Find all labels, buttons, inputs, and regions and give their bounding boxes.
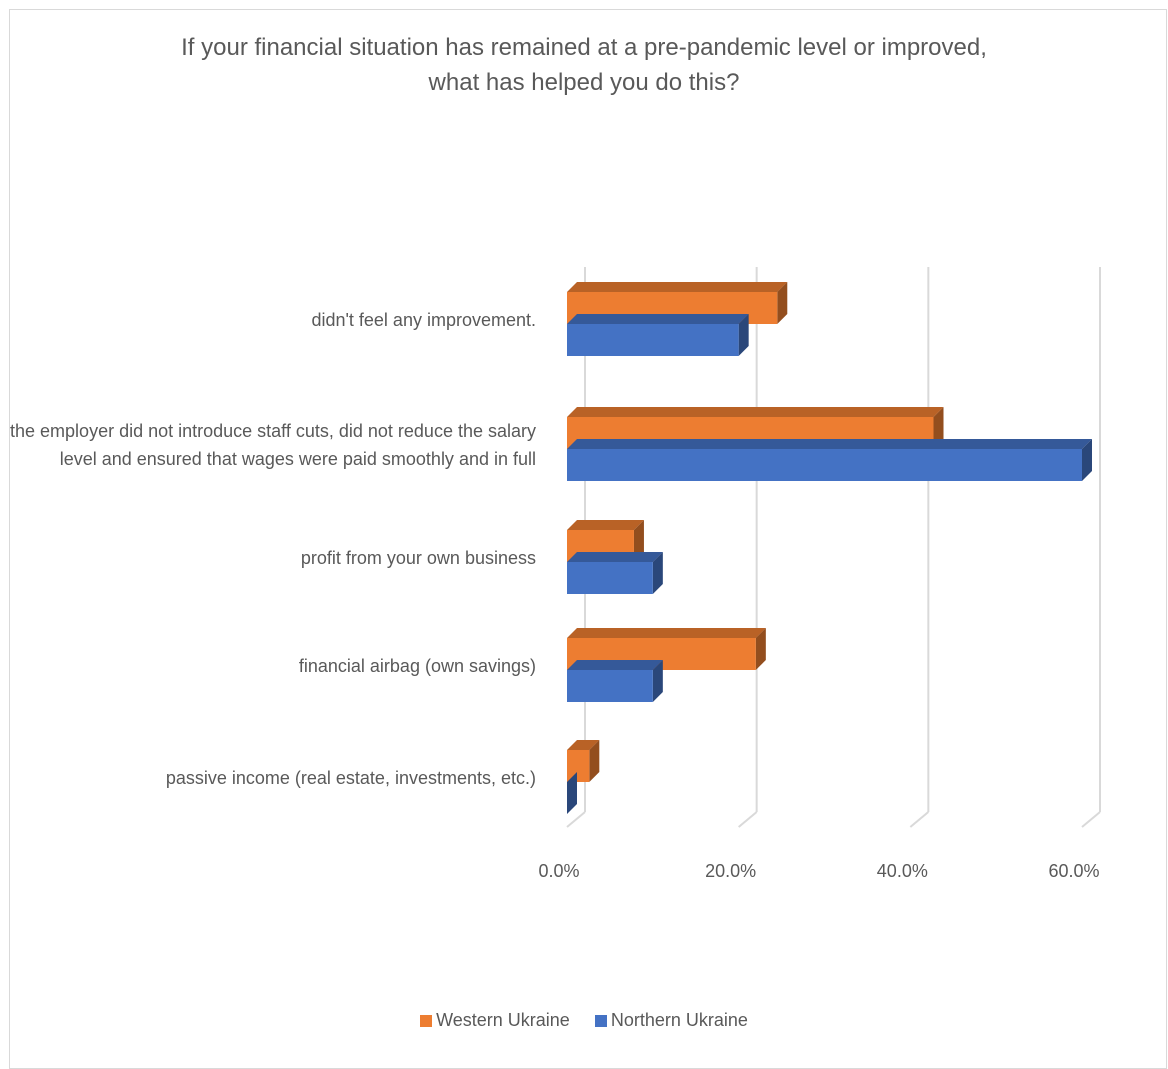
gridline-floor xyxy=(567,812,585,827)
legend-label: Northern Ukraine xyxy=(611,1010,748,1030)
bar xyxy=(567,750,589,782)
bar-top-face xyxy=(567,282,787,292)
bar-top-face xyxy=(567,552,663,562)
x-tick-label: 60.0% xyxy=(1048,861,1099,881)
legend-label: Western Ukraine xyxy=(436,1010,570,1030)
bar xyxy=(567,324,739,356)
bar-top-face xyxy=(567,520,644,530)
bar-top-face xyxy=(567,314,749,324)
bar-top-face xyxy=(567,439,1092,449)
gridline-floor xyxy=(1082,812,1100,827)
bar-top-face xyxy=(567,407,944,417)
gridline-floor xyxy=(910,812,928,827)
bar-top-face xyxy=(567,660,663,670)
legend: Western Ukraine Northern Ukraine xyxy=(0,1010,1168,1031)
legend-item-western: Western Ukraine xyxy=(420,1010,570,1031)
x-tick-label: 40.0% xyxy=(877,861,928,881)
legend-swatch-western xyxy=(420,1015,432,1027)
x-tick-label: 20.0% xyxy=(705,861,756,881)
legend-item-northern: Northern Ukraine xyxy=(595,1010,748,1031)
bar xyxy=(567,449,1082,481)
gridline-floor xyxy=(739,812,757,827)
bar xyxy=(567,562,653,594)
bar-top-face xyxy=(567,628,766,638)
legend-swatch-northern xyxy=(595,1015,607,1027)
x-tick-label: 0.0% xyxy=(538,861,579,881)
bar xyxy=(567,670,653,702)
